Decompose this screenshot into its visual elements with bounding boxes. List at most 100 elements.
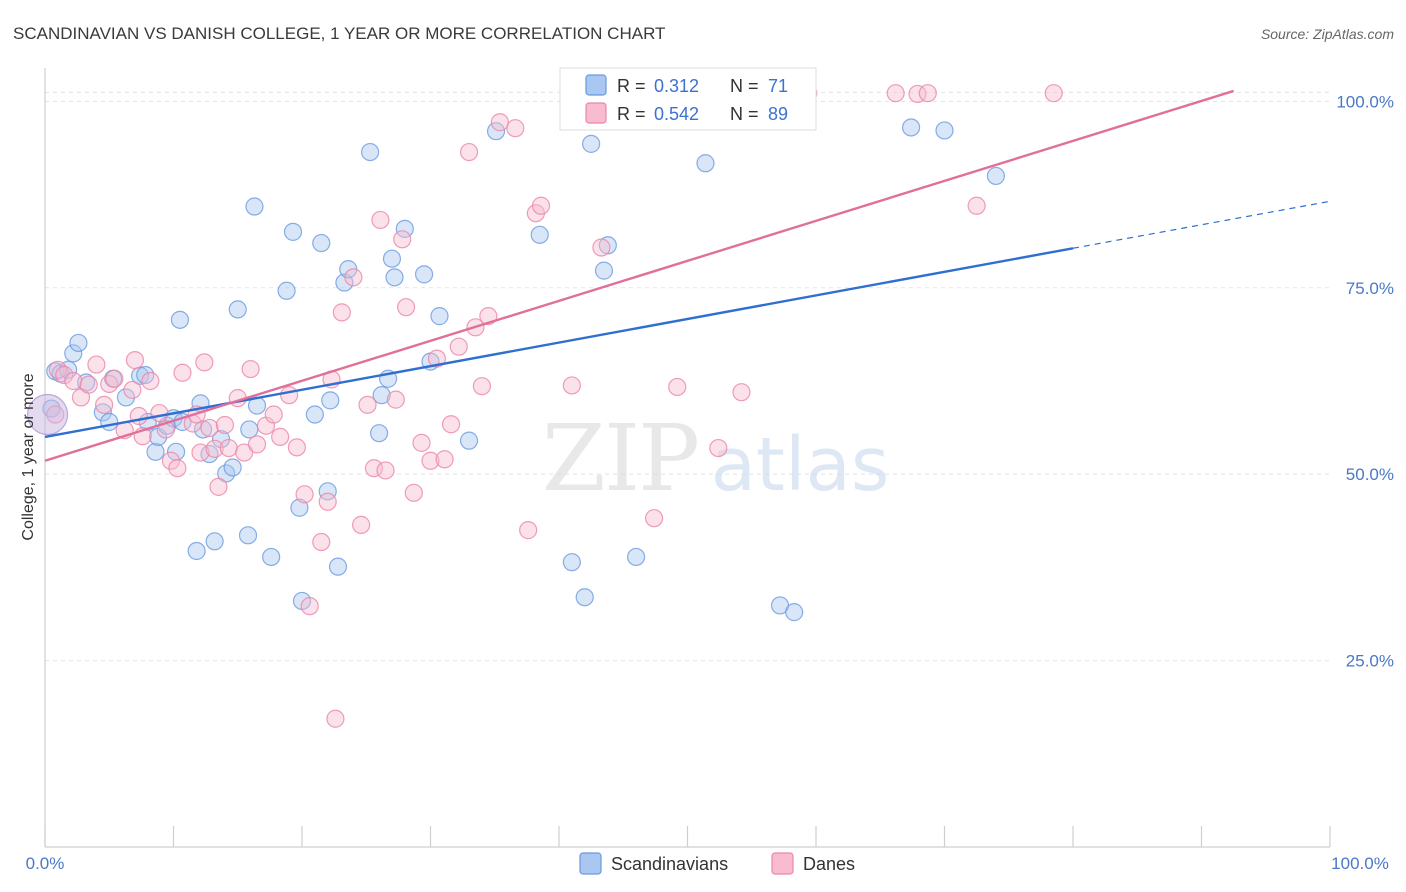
danes-point-7	[95, 395, 114, 414]
danes-point-71	[562, 376, 581, 395]
danes-point-39	[295, 485, 314, 504]
danes-point-8	[100, 374, 119, 394]
y-tick-label-100: 100.0%	[1336, 92, 1394, 111]
scandinavians-point-55	[430, 307, 449, 326]
scandinavians-point-40	[312, 233, 331, 253]
scandinavians-point-56	[459, 431, 479, 450]
scandinavians-point-46	[361, 142, 380, 162]
trend-lines	[44, 89, 1331, 462]
danes-point-18	[161, 451, 181, 470]
danes-point-66	[490, 113, 509, 132]
danes-point-68	[519, 521, 538, 540]
scandinavians-point-41	[318, 482, 337, 501]
scandinavians-point-34	[262, 547, 281, 567]
scandinavians-point-42	[321, 391, 340, 410]
chart-title: SCANDINAVIAN VS DANISH COLLEGE, 1 YEAR O…	[13, 24, 665, 43]
scandinavians-point-62	[594, 261, 614, 280]
danes-point-40	[300, 597, 319, 616]
danes-point-79	[908, 84, 927, 104]
danes-point-56	[412, 433, 431, 452]
danes-point-19	[168, 459, 187, 478]
danes-point-48	[358, 395, 377, 414]
danes-point-55	[404, 483, 423, 502]
scandinavians-point-57	[486, 122, 506, 141]
legend-n-value-1: 71	[768, 76, 788, 96]
legend-r-value-1: 0.312	[654, 76, 699, 96]
watermark: ZIP atlas	[542, 405, 890, 512]
bottom-legend-scandinavians: Scandinavians	[611, 854, 728, 874]
scandinavians-point-51	[385, 268, 404, 287]
danes-point-27	[209, 477, 228, 496]
danes-point-32	[241, 359, 260, 379]
scandinavians-point-59	[562, 553, 581, 572]
danes-point-78	[886, 84, 905, 103]
scandinavians-point-5	[69, 333, 88, 353]
scandinavians-point-44	[335, 273, 354, 292]
scandinavians-point-8	[100, 412, 119, 432]
scandinavians-point-48	[372, 386, 391, 405]
danes-point-50	[371, 210, 390, 230]
scandinavians-point-32	[245, 197, 264, 216]
scandinavians-point-60	[575, 588, 594, 607]
danes-point-53	[393, 230, 412, 249]
scandinavians-point-31	[240, 420, 259, 439]
y-tick-label-25: 25.0%	[1346, 652, 1394, 671]
danes-point-46	[344, 268, 363, 287]
scandinavians-point-43	[328, 557, 348, 576]
danes-point-20	[173, 363, 192, 382]
danes-point-42	[318, 492, 337, 511]
danes-point-76	[732, 383, 751, 402]
danes-point-31	[235, 443, 254, 462]
danes-point-9	[105, 369, 124, 388]
legend-n-value-2: 89	[768, 104, 788, 124]
danes-point-59	[435, 450, 454, 469]
scandinavians-point-70	[935, 121, 954, 140]
scandinavians-point-58	[530, 225, 549, 244]
watermark-atlas: atlas	[711, 422, 890, 508]
legend-swatch-scandinavians	[585, 74, 607, 96]
danes-point-49	[364, 459, 384, 478]
danes-point-37	[280, 386, 299, 405]
danes-point-72	[592, 238, 611, 257]
danes-point-12	[125, 351, 145, 370]
danes-point-62	[459, 142, 479, 162]
scandinavians-point-19	[170, 310, 190, 329]
danes-point-2	[55, 365, 74, 385]
scandinavians-point-61	[582, 134, 601, 153]
y-axis-tick-labels: 25.0% 50.0% 75.0% 100.0%	[1336, 92, 1394, 670]
danes-point-29	[219, 438, 238, 458]
danes-point-15	[141, 371, 160, 391]
scandinavians-point-36	[283, 222, 303, 241]
danes-point-16	[150, 403, 169, 423]
chart-source: Source: ZipAtlas.com	[1261, 26, 1394, 42]
legend-r-value-2: 0.542	[654, 104, 699, 124]
danes-point-51	[376, 461, 395, 480]
y-tick-label-50: 50.0%	[1346, 465, 1394, 484]
legend-r-label-1: R =	[617, 76, 646, 96]
x-tick-label-min: 0.0%	[26, 854, 65, 873]
danes-point-74	[668, 377, 687, 397]
danes-point-25	[200, 418, 219, 438]
danes-trend-line	[44, 89, 1234, 462]
danes-point-36	[271, 427, 290, 447]
danes-point-6	[87, 355, 106, 374]
bottom-legend-danes: Danes	[803, 854, 855, 874]
scandinavians-point-69	[901, 118, 921, 137]
scandinavians-point-71	[986, 166, 1006, 186]
danes-point-64	[472, 377, 491, 396]
danes-point-41	[312, 532, 331, 552]
scandinavians-trend-line	[44, 247, 1074, 439]
scandinavians-point-7	[93, 403, 112, 422]
danes-point-44	[326, 709, 345, 728]
y-axis-label: College, 1 year or more	[20, 373, 37, 540]
scandinavians-point-37	[290, 498, 309, 517]
scandinavians-point-65	[696, 154, 715, 173]
scandinavians-trend-extension	[1072, 200, 1331, 249]
scandinavians-point-30	[238, 526, 258, 545]
danes-point-81	[967, 196, 986, 215]
danes-point-24	[195, 353, 214, 372]
danes-point-58	[427, 349, 447, 368]
danes-point-61	[449, 337, 468, 356]
scandinavians-point-50	[382, 249, 402, 268]
bottom-legend: Scandinavians Danes	[579, 852, 855, 875]
